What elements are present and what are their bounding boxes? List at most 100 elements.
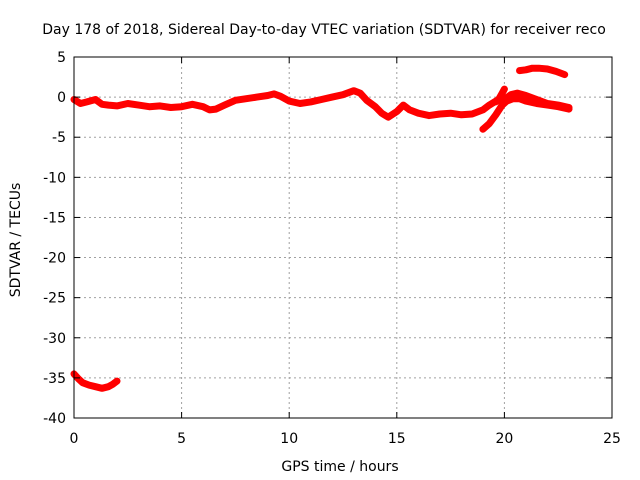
x-axis-label: GPS time / hours xyxy=(281,459,398,475)
data-point xyxy=(264,92,271,99)
data-point xyxy=(372,103,379,110)
data-point xyxy=(86,382,93,389)
data-point xyxy=(479,126,486,133)
data-point xyxy=(277,93,284,100)
x-tick-label: 20 xyxy=(495,431,513,447)
data-point xyxy=(544,66,551,72)
data-point xyxy=(340,91,346,98)
data-point xyxy=(189,101,196,108)
data-point xyxy=(479,106,486,113)
series-branch-rising xyxy=(479,95,573,133)
y-tick-label: -20 xyxy=(43,251,66,267)
y-tick-label: -15 xyxy=(43,210,66,226)
x-tick-label: 25 xyxy=(603,431,621,447)
data-point xyxy=(400,102,407,109)
y-axis-label: SDTVAR / TECUs xyxy=(8,183,24,298)
data-point xyxy=(75,375,82,382)
y-tick-label: 0 xyxy=(57,90,66,106)
data-point xyxy=(486,102,493,109)
y-tick-label: -35 xyxy=(43,371,66,387)
data-point xyxy=(329,94,336,101)
data-point xyxy=(178,103,185,110)
plot-frame xyxy=(73,56,613,419)
data-point xyxy=(157,102,164,109)
data-point xyxy=(522,66,529,73)
data-series xyxy=(70,64,573,392)
y-tick-label: -10 xyxy=(43,170,66,186)
x-tick-label: 15 xyxy=(388,431,406,447)
data-point xyxy=(350,87,357,94)
x-tick-label: 0 xyxy=(70,431,79,447)
data-point xyxy=(79,379,86,386)
data-point xyxy=(553,68,559,75)
data-point xyxy=(535,65,542,72)
data-point xyxy=(114,102,120,109)
y-tick-label: -5 xyxy=(52,130,66,146)
data-point xyxy=(363,97,370,104)
data-point xyxy=(114,378,120,385)
axis-ticks: 0 5 10 15 20 25 5 0 -5 -10 -15 -20 -25 -30 -35 -40 xyxy=(43,50,621,447)
data-point xyxy=(243,95,250,102)
data-point xyxy=(307,98,314,105)
data-point xyxy=(499,102,506,109)
data-point xyxy=(492,111,499,118)
data-point xyxy=(544,102,551,109)
y-tick-label: 5 xyxy=(57,50,66,66)
data-point xyxy=(77,100,84,107)
y-tick-label: -40 xyxy=(43,411,66,427)
data-point xyxy=(146,103,153,110)
data-point xyxy=(426,112,433,119)
data-point xyxy=(378,110,385,117)
data-point xyxy=(393,108,400,115)
data-point xyxy=(253,94,260,101)
data-point xyxy=(458,111,465,118)
data-point xyxy=(92,96,99,103)
series-spike xyxy=(492,85,508,106)
data-point xyxy=(92,383,99,390)
data-point xyxy=(109,381,116,388)
data-point xyxy=(357,90,364,97)
data-point xyxy=(167,104,174,111)
data-point xyxy=(529,65,536,72)
data-point xyxy=(522,98,529,105)
series-low-track xyxy=(70,370,121,392)
data-point xyxy=(533,100,540,107)
data-point xyxy=(516,67,523,74)
data-point xyxy=(99,101,105,108)
data-point xyxy=(436,111,443,117)
data-point xyxy=(447,110,454,117)
data-point xyxy=(415,110,422,117)
x-tick-label: 10 xyxy=(280,431,298,447)
data-point xyxy=(271,90,278,97)
data-point xyxy=(221,102,228,109)
data-point xyxy=(135,102,142,109)
grid-lines xyxy=(74,57,612,418)
data-point xyxy=(501,86,508,93)
data-point xyxy=(503,98,510,105)
data-point xyxy=(514,90,521,97)
data-point xyxy=(200,103,207,110)
data-point xyxy=(516,95,523,102)
data-point xyxy=(105,102,112,109)
data-point xyxy=(213,106,219,113)
data-point xyxy=(496,95,502,102)
x-tick-label: 5 xyxy=(177,431,186,447)
data-point xyxy=(99,385,105,392)
data-point xyxy=(297,100,303,107)
data-point xyxy=(406,106,413,113)
data-point xyxy=(561,71,568,78)
data-point xyxy=(206,106,213,113)
data-point xyxy=(124,100,131,107)
data-point xyxy=(385,114,392,121)
data-point xyxy=(469,111,476,117)
series-upper-track xyxy=(516,64,569,79)
data-point xyxy=(510,95,516,102)
y-tick-label: -25 xyxy=(43,291,66,307)
data-point xyxy=(318,96,325,103)
y-tick-label: -30 xyxy=(43,331,66,347)
data-point xyxy=(232,97,239,104)
data-point xyxy=(83,98,90,105)
data-point xyxy=(555,103,562,110)
data-point xyxy=(486,120,493,127)
